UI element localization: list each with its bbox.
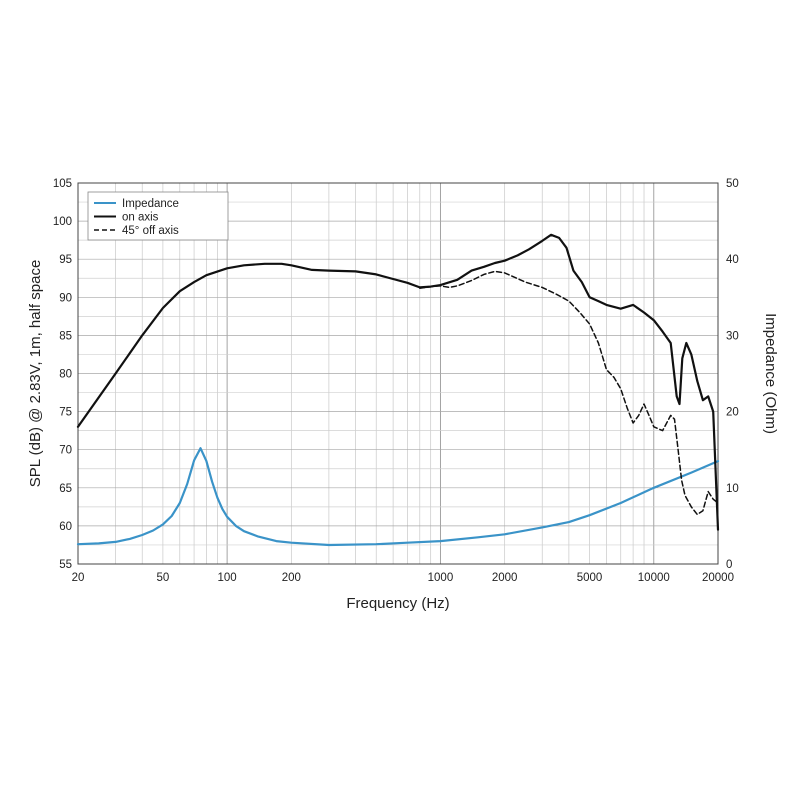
- x-tick-label: 20000: [702, 572, 734, 584]
- tick-labels: 20 50 100 200 1000 2000 5000 10000 2000055606570…: [53, 178, 739, 584]
- x-tick-label: 1000: [428, 572, 454, 584]
- y-left-tick-label: 85: [59, 330, 72, 342]
- y-left-tick-label: 55: [59, 559, 72, 571]
- y-right-tick-label: 0: [726, 559, 732, 571]
- y-left-tick-label: 70: [59, 445, 72, 457]
- y-left-tick-label: 80: [59, 369, 72, 381]
- y-left-tick-label: 100: [53, 216, 72, 228]
- y-right-tick-label: 40: [726, 254, 739, 266]
- plot-frame: [77, 182, 719, 565]
- y-right-tick-label: 10: [726, 483, 739, 495]
- y-right-tick-label: 20: [726, 407, 739, 419]
- x-axis-title: Frequency (Hz): [346, 595, 449, 612]
- y-left-tick-label: 95: [59, 254, 72, 266]
- series-layer: [76, 233, 720, 547]
- y-right-tick-label: 30: [726, 330, 739, 342]
- x-tick-label: 10000: [638, 572, 670, 584]
- legend-item-on-axis: on axis: [122, 212, 159, 224]
- legend: Impedance on axis 45° off axis: [87, 191, 229, 241]
- series-line-on-axis: [76, 233, 720, 531]
- legend-item-impedance: Impedance: [122, 198, 179, 210]
- x-tick-label: 50: [156, 572, 169, 584]
- legend-item-off-axis: 45° off axis: [122, 225, 179, 237]
- series-line-45-off-axis: [419, 270, 719, 516]
- x-tick-label: 200: [282, 572, 301, 584]
- y-right-tick-label: 50: [726, 178, 739, 190]
- y-left-tick-label: 105: [53, 178, 72, 190]
- x-tick-label: 2000: [492, 572, 518, 584]
- y-left-tick-label: 75: [59, 407, 72, 419]
- y-left-tick-label: 65: [59, 483, 72, 495]
- y-left-tick-label: 60: [59, 521, 72, 533]
- x-tick-label: 100: [218, 572, 237, 584]
- y-left-tick-label: 90: [59, 292, 72, 304]
- x-tick-label: 20: [72, 572, 85, 584]
- series-line-impedance: [76, 447, 720, 547]
- y-axis-right-title: Impedance (Ohm): [762, 313, 779, 434]
- y-axis-left-title: SPL (dB) @ 2.83V, 1m, half space: [27, 260, 44, 488]
- x-tick-label: 5000: [577, 572, 603, 584]
